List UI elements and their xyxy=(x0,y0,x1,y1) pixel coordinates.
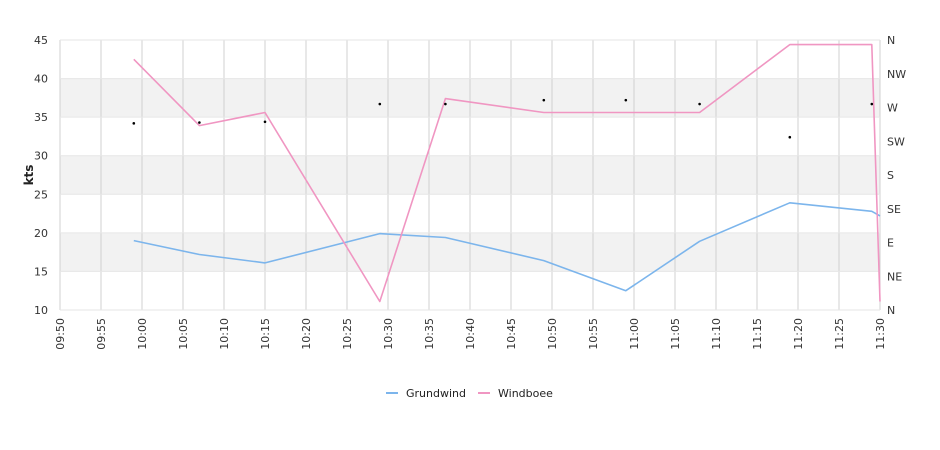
direction-tick-label: W xyxy=(887,102,898,115)
y-tick-label: 20 xyxy=(34,227,48,240)
direction-tick-label: S xyxy=(887,169,894,182)
direction-point xyxy=(132,122,136,125)
x-tick-label: 09:50 xyxy=(54,318,67,350)
x-tick-label: 10:05 xyxy=(177,318,190,350)
direction-tick-label: N xyxy=(887,304,895,317)
legend-label: Grundwind xyxy=(406,387,466,400)
y-tick-label: 45 xyxy=(34,34,48,47)
x-tick-label: 11:25 xyxy=(833,318,846,350)
y-axis-ticks: 10 15 20 25 30 35 40 45 xyxy=(34,34,48,317)
x-tick-label: 11:30 xyxy=(874,318,887,350)
direction-point xyxy=(788,135,792,139)
direction-point xyxy=(263,120,267,124)
series-lines xyxy=(133,43,881,303)
direction-point xyxy=(542,98,546,102)
y-tick-label: 15 xyxy=(34,265,48,278)
x-tick-label: 11:15 xyxy=(751,318,764,350)
direction-tick-label: NW xyxy=(887,68,906,81)
direction-axis-ticks: N NW W SW S SE E NE N xyxy=(887,34,906,317)
x-tick-label: 10:10 xyxy=(218,318,231,350)
x-tick-label: 10:00 xyxy=(136,318,149,350)
direction-point xyxy=(198,121,201,124)
y-tick-label: 30 xyxy=(34,150,48,163)
series-line xyxy=(133,43,881,303)
x-tick-label: 10:55 xyxy=(587,318,600,350)
direction-point xyxy=(624,98,628,102)
y-tick-label: 25 xyxy=(34,188,48,201)
x-tick-label: 10:25 xyxy=(341,318,354,350)
vertical-gridlines xyxy=(59,40,881,310)
x-tick-label: 10:20 xyxy=(300,318,313,350)
x-tick-label: 10:45 xyxy=(505,318,518,350)
x-axis-ticks: 09:50 09:55 10:00 10:05 10:10 10:15 10:20 10:25… xyxy=(54,318,887,350)
legend-label: Windboee xyxy=(498,387,553,400)
y-axis-label: kts xyxy=(22,165,36,186)
x-tick-label: 10:30 xyxy=(382,318,395,350)
x-tick-label: 11:00 xyxy=(628,318,641,350)
series-line xyxy=(133,202,881,292)
x-tick-label: 11:20 xyxy=(792,318,805,350)
x-tick-label: 11:05 xyxy=(669,318,682,350)
y-tick-label: 40 xyxy=(34,73,48,86)
direction-points xyxy=(132,98,874,139)
x-tick-label: 10:15 xyxy=(259,318,272,350)
x-tick-label: 09:55 xyxy=(95,318,108,350)
direction-tick-label: E xyxy=(887,237,894,250)
direction-tick-label: SE xyxy=(887,203,901,216)
direction-point xyxy=(698,102,701,106)
direction-tick-label: SW xyxy=(887,135,905,148)
y-tick-label: 35 xyxy=(34,111,48,124)
legend: Grundwind Windboee xyxy=(386,387,553,400)
horizontal-gridlines xyxy=(60,39,880,311)
direction-point xyxy=(444,102,447,106)
x-tick-label: 10:50 xyxy=(546,318,559,350)
y-tick-label: 10 xyxy=(34,304,48,317)
direction-tick-label: N xyxy=(887,34,895,47)
x-tick-label: 10:40 xyxy=(464,318,477,350)
direction-tick-label: NE xyxy=(887,270,902,283)
x-tick-label: 11:10 xyxy=(710,318,723,350)
direction-point xyxy=(870,102,874,106)
x-tick-label: 10:35 xyxy=(423,318,436,350)
direction-point xyxy=(378,102,382,106)
